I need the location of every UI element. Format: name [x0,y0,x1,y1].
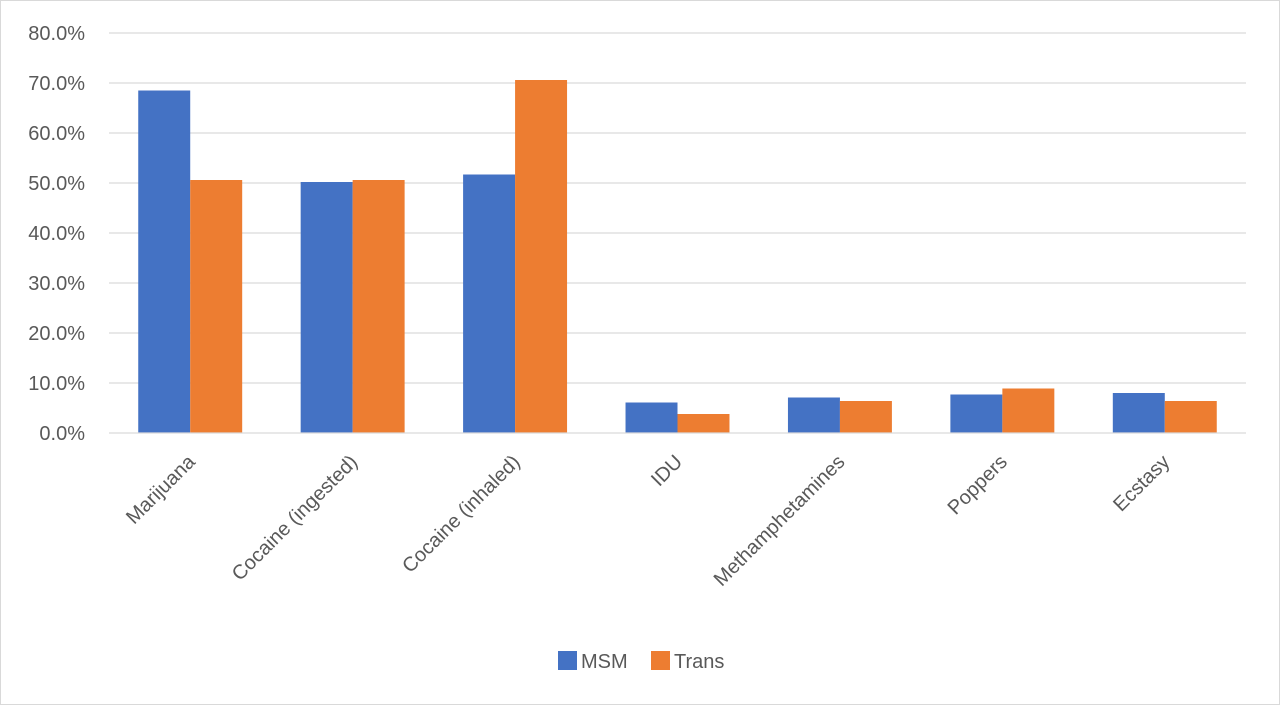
bar-msm [625,402,678,433]
bar-msm [1112,393,1165,433]
bar-trans [677,414,730,433]
x-category-label: Marijuana [122,450,200,528]
y-tick-label: 0.0% [39,423,85,445]
bars [138,80,1217,433]
bar-trans [1164,401,1217,433]
y-tick-label: 60.0% [28,123,85,145]
bar-trans [190,180,243,433]
x-category-label: Cocaine (inhaled) [398,451,524,577]
x-category-label: Cocaine (ingested) [228,451,362,585]
bar-msm [300,182,353,433]
y-tick-label: 10.0% [28,373,85,395]
y-tick-label: 70.0% [28,73,85,95]
bar-msm [950,394,1003,433]
y-axis-tick-labels: 0.0% 10.0% 20.0% 30.0% 40.0% 50.0% 60.0% 70.0% 8… [28,23,85,445]
y-tick-label: 50.0% [28,173,85,195]
y-tick-label: 20.0% [28,323,85,345]
y-tick-label: 40.0% [28,223,85,245]
bar-msm [463,174,516,433]
legend: MSM Trans [558,651,724,673]
legend-label-trans: Trans [674,651,724,673]
legend-swatch-trans [651,651,670,670]
x-category-label: Methamphetamines [710,451,850,591]
bar-trans [352,180,405,433]
x-category-label: Ecstasy [1109,451,1174,516]
bar-msm [138,90,191,433]
legend-swatch-msm [558,651,577,670]
x-category-label: Poppers [944,451,1012,519]
y-tick-label: 30.0% [28,273,85,295]
gridlines [109,32,1246,384]
bar-trans [515,80,568,433]
x-category-label: IDU [647,451,687,491]
bar-msm [787,397,840,433]
bar-trans [839,401,892,433]
legend-label-msm: MSM [581,651,628,673]
bar-trans [1002,388,1055,433]
x-axis-category-labels: Marijuana Cocaine (ingested) Cocaine (inha… [122,450,1174,590]
y-tick-label: 80.0% [28,23,85,45]
